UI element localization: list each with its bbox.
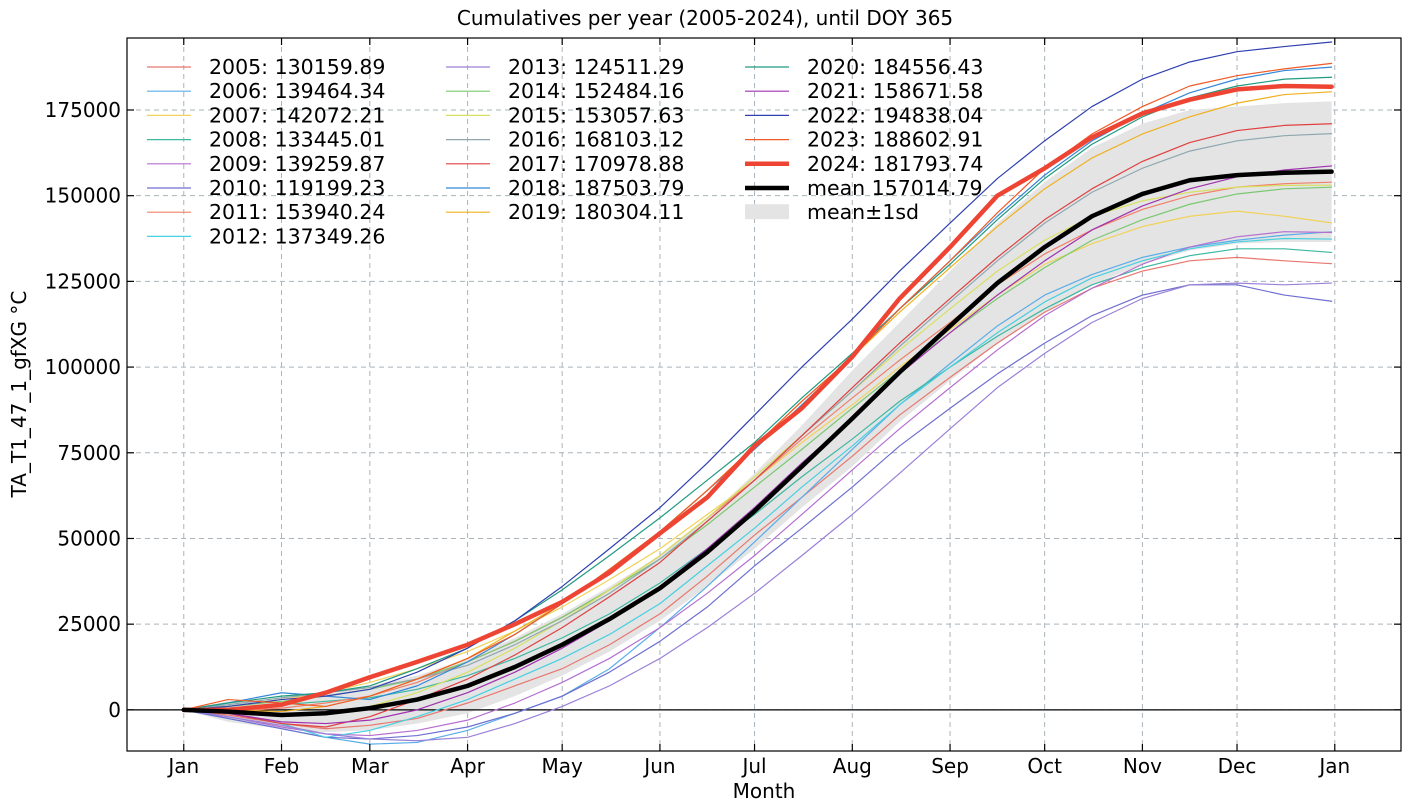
series-line-2024 <box>181 83 1334 713</box>
legend-label-2023: 2023: 188602.91 <box>807 128 983 152</box>
series-line-2014 <box>183 186 1333 711</box>
sd-band-layer <box>183 101 1332 733</box>
x-tick-label: Nov <box>1123 754 1162 778</box>
legend-label-2016: 2016: 168103.12 <box>508 128 684 152</box>
legend-label-2020: 2020: 184556.43 <box>807 55 983 79</box>
x-tick-label: May <box>541 754 583 778</box>
legend-label-2022: 2022: 194838.04 <box>807 103 983 127</box>
legend-label-mean: mean 157014.79 <box>807 176 983 200</box>
series-line-2005 <box>183 256 1333 730</box>
series-line-2020 <box>183 76 1333 711</box>
x-tick-label: Sep <box>931 754 969 778</box>
x-tick-label: Oct <box>1027 754 1062 778</box>
x-tick-label: Mar <box>351 754 390 778</box>
series-line-2008 <box>183 248 1333 711</box>
legend-label-2018: 2018: 187503.79 <box>508 176 684 200</box>
x-tick-label: Jul <box>740 754 766 778</box>
x-axis-label: Month <box>733 779 796 803</box>
series-line-2021 <box>183 165 1333 725</box>
x-tick-label: Dec <box>1218 754 1257 778</box>
series-line-mean <box>181 169 1334 718</box>
series-line-2007 <box>183 210 1333 711</box>
series-line-2009 <box>183 231 1333 737</box>
legend-label-2008: 2008: 133445.01 <box>209 128 385 152</box>
sd-band <box>183 101 1332 733</box>
legend-label-2017: 2017: 170978.88 <box>508 152 684 176</box>
legend-label-2015: 2015: 153057.63 <box>508 103 684 127</box>
y-tick-label: 100000 <box>45 355 121 379</box>
y-tick-label: 175000 <box>45 98 121 122</box>
y-tick-label: 125000 <box>45 269 121 293</box>
legend-label-2005: 2005: 130159.89 <box>209 55 385 79</box>
y-tick-label: 0 <box>108 698 121 722</box>
legend-label-2011: 2011: 153940.24 <box>209 200 385 224</box>
x-tick-label: Jan <box>1317 754 1350 778</box>
legend-swatch-sd-band <box>745 204 789 220</box>
x-tick-label: Jun <box>642 754 675 778</box>
plot-frame <box>126 37 1402 752</box>
chart-title: Cumulatives per year (2005-2024), until … <box>457 6 953 30</box>
series-line-2015 <box>183 184 1333 716</box>
series-line-2022 <box>183 41 1333 711</box>
legend-label-2021: 2021: 158671.58 <box>807 79 983 103</box>
y-tick-label: 150000 <box>45 184 121 208</box>
legend-label-2009: 2009: 139259.87 <box>209 152 385 176</box>
x-tick-label: Feb <box>264 754 299 778</box>
legend-label-2012: 2012: 137349.26 <box>209 224 385 248</box>
y-tick-label: 50000 <box>57 526 121 550</box>
legend-label-2024: 2024: 181793.74 <box>807 152 983 176</box>
legend-label-2014: 2014: 152484.16 <box>508 79 684 103</box>
legend-label-2006: 2006: 139464.34 <box>209 79 385 103</box>
legend-label-sd-band: mean±1sd <box>807 200 919 224</box>
legend-label-2010: 2010: 119199.23 <box>209 176 385 200</box>
y-tick-label: 75000 <box>57 441 121 465</box>
series-line-2017 <box>183 123 1333 728</box>
legend-label-2013: 2013: 124511.29 <box>508 55 684 79</box>
x-tick-label: Apr <box>450 754 485 778</box>
legend-label-2019: 2019: 180304.11 <box>508 200 684 224</box>
x-tick-label: Aug <box>833 754 872 778</box>
x-tick-label: Jan <box>166 754 199 778</box>
series-line-2013 <box>183 282 1333 742</box>
y-axis-label: TA_T1_47_1_gfXG °C <box>7 291 31 499</box>
legend-label-2007: 2007: 142072.21 <box>209 103 385 127</box>
axis-ticks: Jan Feb Mar Apr May Jun Jul Aug Sep Oct Nov Dec Jan 0… <box>45 38 1401 778</box>
y-tick-label: 25000 <box>57 612 121 636</box>
series-line-2012 <box>183 237 1333 738</box>
